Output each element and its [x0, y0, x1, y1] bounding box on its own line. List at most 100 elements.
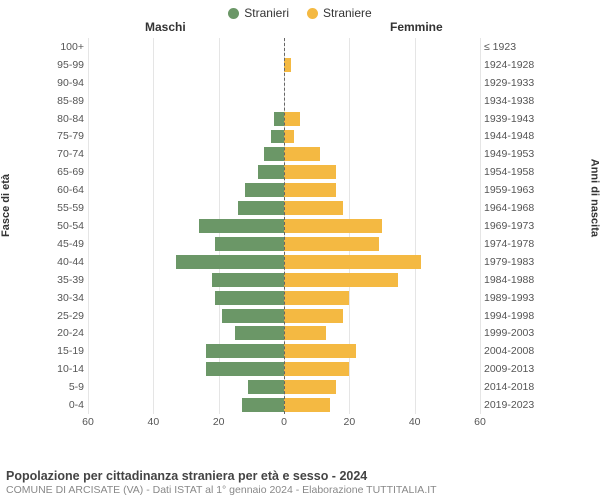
pyramid-row: 55-591964-1968 — [52, 199, 538, 217]
legend: Stranieri Straniere — [0, 0, 600, 20]
age-label: 85-89 — [52, 95, 88, 107]
bar-male — [176, 255, 284, 269]
age-label: 0-4 — [52, 399, 88, 411]
pyramid-row: 15-192004-2008 — [52, 342, 538, 360]
bar-half-male — [88, 110, 284, 128]
age-label: 35-39 — [52, 274, 88, 286]
bar-male — [235, 326, 284, 340]
age-label: 25-29 — [52, 310, 88, 322]
bar-half-male — [88, 360, 284, 378]
bar-half-male — [88, 38, 284, 56]
age-label: 50-54 — [52, 220, 88, 232]
birth-year-label: 1984-1988 — [480, 274, 538, 286]
x-axis: 6040200204060 — [88, 416, 480, 432]
age-label: 95-99 — [52, 59, 88, 71]
bar-half-male — [88, 271, 284, 289]
bar-half-male — [88, 199, 284, 217]
x-tick: 60 — [474, 416, 486, 428]
bar-half-female — [284, 253, 480, 271]
birth-year-label: 1954-1958 — [480, 166, 538, 178]
bar-half-female — [284, 92, 480, 110]
birth-year-label: 1999-2003 — [480, 327, 538, 339]
bar-female — [284, 273, 398, 287]
pyramid-row: 80-841939-1943 — [52, 110, 538, 128]
y-axis-label-right: Anni di nascita — [588, 159, 600, 237]
footer-title: Popolazione per cittadinanza straniera p… — [6, 469, 437, 483]
bar-half-female — [284, 110, 480, 128]
bar-half-female — [284, 289, 480, 307]
bar-male — [264, 147, 284, 161]
age-label: 90-94 — [52, 77, 88, 89]
pyramid-row: 5-9 2014-2018 — [52, 378, 538, 396]
bar-half-male — [88, 128, 284, 146]
bar-female — [284, 237, 379, 251]
age-label: 40-44 — [52, 256, 88, 268]
bar-half-male — [88, 289, 284, 307]
pyramid-row: 60-641959-1963 — [52, 181, 538, 199]
bar-male — [245, 183, 284, 197]
birth-year-label: 1974-1978 — [480, 238, 538, 250]
age-label: 65-69 — [52, 166, 88, 178]
pyramid-row: 0-4 2019-2023 — [52, 396, 538, 414]
pyramid-row: 85-89 1934-1938 — [52, 92, 538, 110]
age-label: 75-79 — [52, 130, 88, 142]
center-line — [284, 38, 285, 414]
bar-female — [284, 165, 336, 179]
bar-male — [199, 219, 284, 233]
bar-half-male — [88, 163, 284, 181]
bar-half-female — [284, 235, 480, 253]
bar-female — [284, 291, 349, 305]
bar-half-female — [284, 360, 480, 378]
bar-half-female — [284, 56, 480, 74]
bar-half-female — [284, 38, 480, 56]
bar-male — [271, 130, 284, 144]
birth-year-label: 2014-2018 — [480, 381, 538, 393]
pyramid-row: 10-14 2009-2013 — [52, 360, 538, 378]
bar-female — [284, 398, 330, 412]
birth-year-label: 1969-1973 — [480, 220, 538, 232]
age-label: 100+ — [52, 41, 88, 53]
age-label: 10-14 — [52, 363, 88, 375]
bar-female — [284, 326, 326, 340]
birth-year-label: 1979-1983 — [480, 256, 538, 268]
legend-swatch-male — [228, 8, 239, 19]
bar-male — [215, 291, 284, 305]
bar-half-male — [88, 145, 284, 163]
bar-half-female — [284, 396, 480, 414]
birth-year-label: 1989-1993 — [480, 292, 538, 304]
bar-male — [242, 398, 284, 412]
legend-label-female: Straniere — [323, 6, 372, 20]
x-tick: 0 — [281, 416, 287, 428]
bar-half-female — [284, 163, 480, 181]
birth-year-label: 1994-1998 — [480, 310, 538, 322]
bar-half-female — [284, 74, 480, 92]
x-tick: 40 — [147, 416, 159, 428]
y-axis-label-left: Fasce di età — [0, 174, 12, 237]
birth-year-label: 1934-1938 — [480, 95, 538, 107]
birth-year-label: 2009-2013 — [480, 363, 538, 375]
bar-half-male — [88, 235, 284, 253]
birth-year-label: 1929-1933 — [480, 77, 538, 89]
birth-year-label: 1964-1968 — [480, 202, 538, 214]
bar-female — [284, 362, 349, 376]
bar-male — [215, 237, 284, 251]
legend-item-male: Stranieri — [228, 6, 289, 20]
birth-year-label: 1959-1963 — [480, 184, 538, 196]
pyramid-row: 20-241999-2003 — [52, 325, 538, 343]
age-label: 5-9 — [52, 381, 88, 393]
column-headers: Maschi Femmine — [0, 20, 600, 38]
bar-female — [284, 219, 382, 233]
birth-year-label: 2019-2023 — [480, 399, 538, 411]
pyramid-row: 50-54 1969-1973 — [52, 217, 538, 235]
bar-half-female — [284, 378, 480, 396]
legend-label-male: Stranieri — [244, 6, 289, 20]
bar-half-male — [88, 325, 284, 343]
bar-half-male — [88, 56, 284, 74]
birth-year-label: 2004-2008 — [480, 345, 538, 357]
age-label: 80-84 — [52, 113, 88, 125]
header-male: Maschi — [145, 20, 186, 34]
x-tick: 20 — [343, 416, 355, 428]
birth-year-label: 1944-1948 — [480, 130, 538, 142]
age-label: 30-34 — [52, 292, 88, 304]
bar-half-male — [88, 181, 284, 199]
